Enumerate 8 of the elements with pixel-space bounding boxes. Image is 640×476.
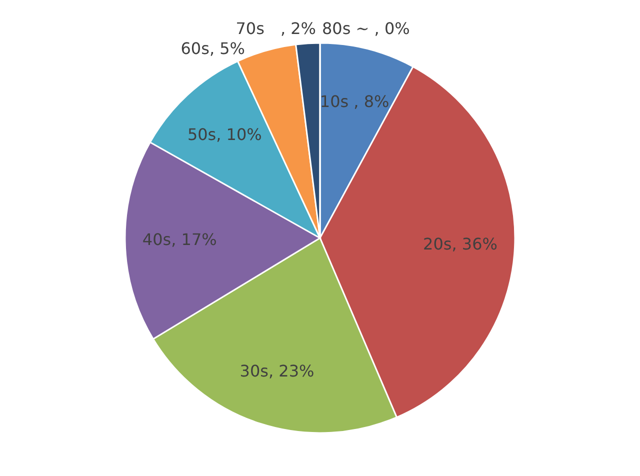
slice-label: 10s , 8% [320,92,390,111]
slice-label: 70s , 2% [236,19,316,38]
slice-label: 50s, 10% [187,124,262,144]
slice-label: 30s, 23% [240,362,314,381]
slice-label: 60s, 5% [180,39,245,58]
slice-label: 20s, 36% [423,234,498,254]
category-label: 80s ~ , 0% [322,19,410,38]
slice-label: 40s, 17% [142,230,217,250]
